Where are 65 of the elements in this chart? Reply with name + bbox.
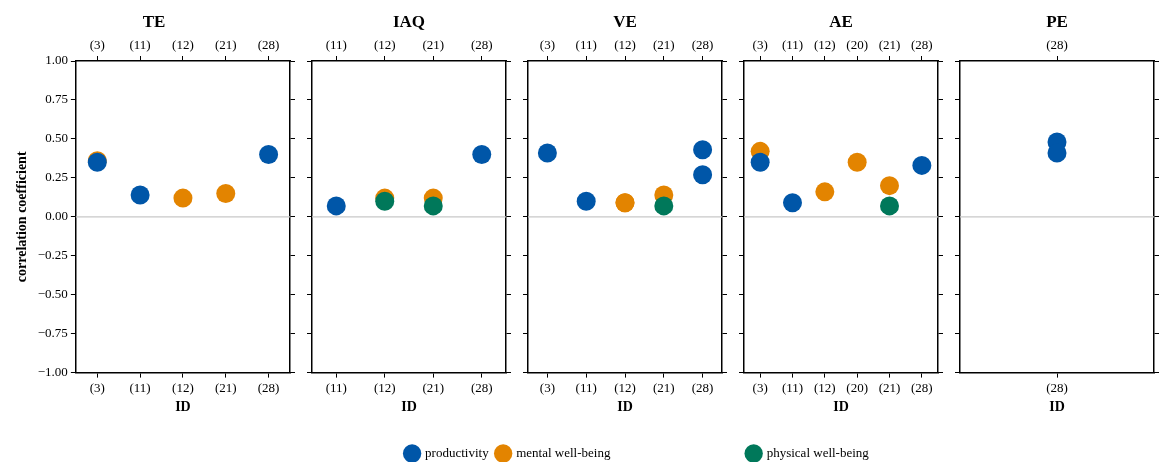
x-tick-label: (21): [214, 379, 237, 395]
y-tick-label: 0.25: [45, 169, 68, 185]
y-tick-label: −0.25: [37, 247, 68, 263]
x-tick-label: (11): [325, 379, 347, 395]
category-label: (21): [214, 36, 237, 52]
chart-title: TE: [142, 11, 166, 31]
x-tick-label: (12): [614, 379, 636, 395]
x-tick-label: (12): [172, 379, 194, 395]
x-tick-label: (28): [1046, 379, 1068, 395]
x-tick-label: (3): [752, 379, 768, 395]
category-label: (28): [1046, 36, 1068, 52]
x-tick-label: (28): [911, 379, 933, 395]
category-label: (21): [878, 36, 901, 52]
category-label: (12): [373, 36, 396, 52]
category-label: (28): [470, 36, 493, 52]
x-axis-title: ID: [401, 399, 417, 415]
x-axis-title: ID: [833, 399, 849, 415]
y-tick-label: −0.50: [37, 286, 68, 302]
x-tick-label: (20): [846, 379, 868, 395]
y-axis-title: correlation coefficient: [14, 151, 30, 283]
category-label: (11): [129, 36, 151, 52]
x-tick-label: (21): [878, 379, 901, 395]
chart-title: AE: [829, 11, 853, 31]
category-label: (28): [691, 36, 714, 52]
x-tick-label: (12): [373, 379, 396, 395]
x-tick-label: (11): [781, 379, 804, 395]
category-label: (3): [89, 36, 105, 52]
y-tick-label: 0.50: [45, 130, 68, 146]
category-label: (21): [652, 36, 675, 52]
x-tick-label: (28): [691, 379, 714, 395]
legend-label: physical well-being: [766, 444, 870, 460]
x-tick-label: (3): [89, 379, 105, 395]
x-tick-label: (11): [575, 379, 597, 395]
category-label: (11): [575, 36, 597, 52]
y-tick-label: 1.00: [45, 52, 68, 68]
category-label: (12): [172, 36, 194, 52]
legend-label: mental well-being: [516, 444, 611, 460]
category-label: (11): [781, 36, 804, 52]
y-tick-label: −0.75: [37, 325, 68, 341]
x-axis-title: ID: [175, 399, 191, 415]
chart-title: VE: [613, 11, 637, 31]
x-tick-label: (28): [470, 379, 493, 395]
x-tick-label: (11): [129, 379, 151, 395]
y-tick-label: 0.00: [45, 208, 68, 224]
category-label: (20): [846, 36, 868, 52]
category-label: (28): [257, 36, 280, 52]
legend-label: productivity: [425, 444, 490, 460]
x-axis-title: ID: [617, 399, 633, 415]
chart-title: PE: [1046, 11, 1068, 31]
x-tick-label: (21): [652, 379, 675, 395]
category-label: (12): [614, 36, 636, 52]
category-label: (12): [814, 36, 836, 52]
category-label: (3): [539, 36, 555, 52]
x-tick-label: (28): [257, 379, 280, 395]
category-label: (3): [752, 36, 768, 52]
x-axis-title: ID: [1049, 399, 1065, 415]
x-tick-label: (3): [539, 379, 555, 395]
x-tick-label: (12): [814, 379, 836, 395]
y-tick-label: 0.75: [45, 91, 68, 107]
category-label: (21): [422, 36, 445, 52]
x-tick-label: (21): [422, 379, 445, 395]
y-tick-label: −1.00: [37, 364, 68, 380]
chart-title: IAQ: [392, 11, 426, 31]
category-label: (28): [911, 36, 933, 52]
category-label: (11): [325, 36, 347, 52]
